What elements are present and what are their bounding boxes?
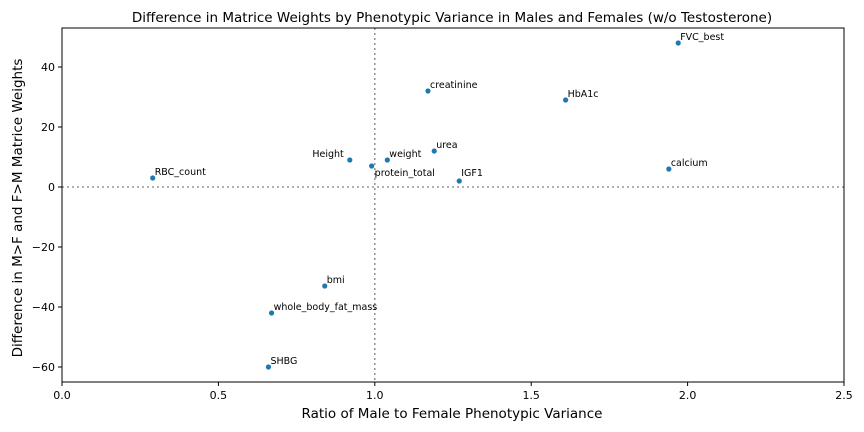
y-tick-label: 40 — [41, 61, 55, 74]
y-tick-label: 20 — [41, 121, 55, 134]
data-point-label: bmi — [327, 275, 345, 286]
data-point — [268, 310, 275, 316]
data-point-label: calcium — [671, 158, 708, 169]
x-axis-label: Ratio of Male to Female Phenotypic Varia… — [302, 406, 603, 422]
data-point-label: Height — [312, 149, 344, 160]
data-point — [563, 97, 569, 103]
data-point — [265, 364, 272, 370]
data-point-label: RBC_count — [155, 167, 206, 178]
data-point — [456, 178, 462, 184]
y-tick-label: −20 — [32, 241, 55, 254]
chart-title: Difference in Matrice Weights by Phenoty… — [132, 10, 772, 26]
x-tick-label: 0.5 — [210, 389, 228, 402]
data-point — [675, 40, 681, 46]
data-point-label: creatinine — [430, 80, 478, 91]
plot-frame — [61, 27, 845, 383]
x-tick-label: 1.0 — [366, 389, 384, 402]
data-point — [384, 157, 390, 163]
data-point — [347, 157, 353, 163]
data-point — [369, 163, 375, 169]
data-point-label: whole_body_fat_mass — [274, 302, 378, 313]
data-point — [431, 148, 437, 154]
plot-area: 0.0 0.5 1.0 1.5 2.0 2.5 −60 −40 −20 0 20 40 FVC_best… — [32, 27, 853, 402]
data-point — [666, 166, 672, 172]
data-point — [322, 283, 328, 289]
y-tick-label: −40 — [32, 301, 55, 314]
y-tick-label: 0 — [48, 181, 55, 194]
x-tick-label: 1.5 — [522, 389, 540, 402]
data-point — [150, 175, 156, 181]
y-tick-label: −60 — [32, 361, 55, 374]
data-point-label: SHBG — [270, 356, 297, 367]
y-axis-label: Difference in M>F and F>M Matrice Weight… — [10, 59, 26, 358]
x-tick-label: 2.0 — [679, 389, 697, 402]
data-point-label: weight — [389, 149, 421, 160]
data-point-label: HbA1c — [568, 89, 599, 100]
data-point-label: FVC_best — [680, 32, 724, 43]
x-tick-label: 0.0 — [53, 389, 71, 402]
x-tick-label: 2.5 — [835, 389, 853, 402]
data-point — [425, 88, 431, 94]
data-point-label: protein_total — [375, 168, 435, 179]
data-point-label: urea — [436, 140, 457, 151]
data-point-label: IGF1 — [461, 168, 483, 179]
